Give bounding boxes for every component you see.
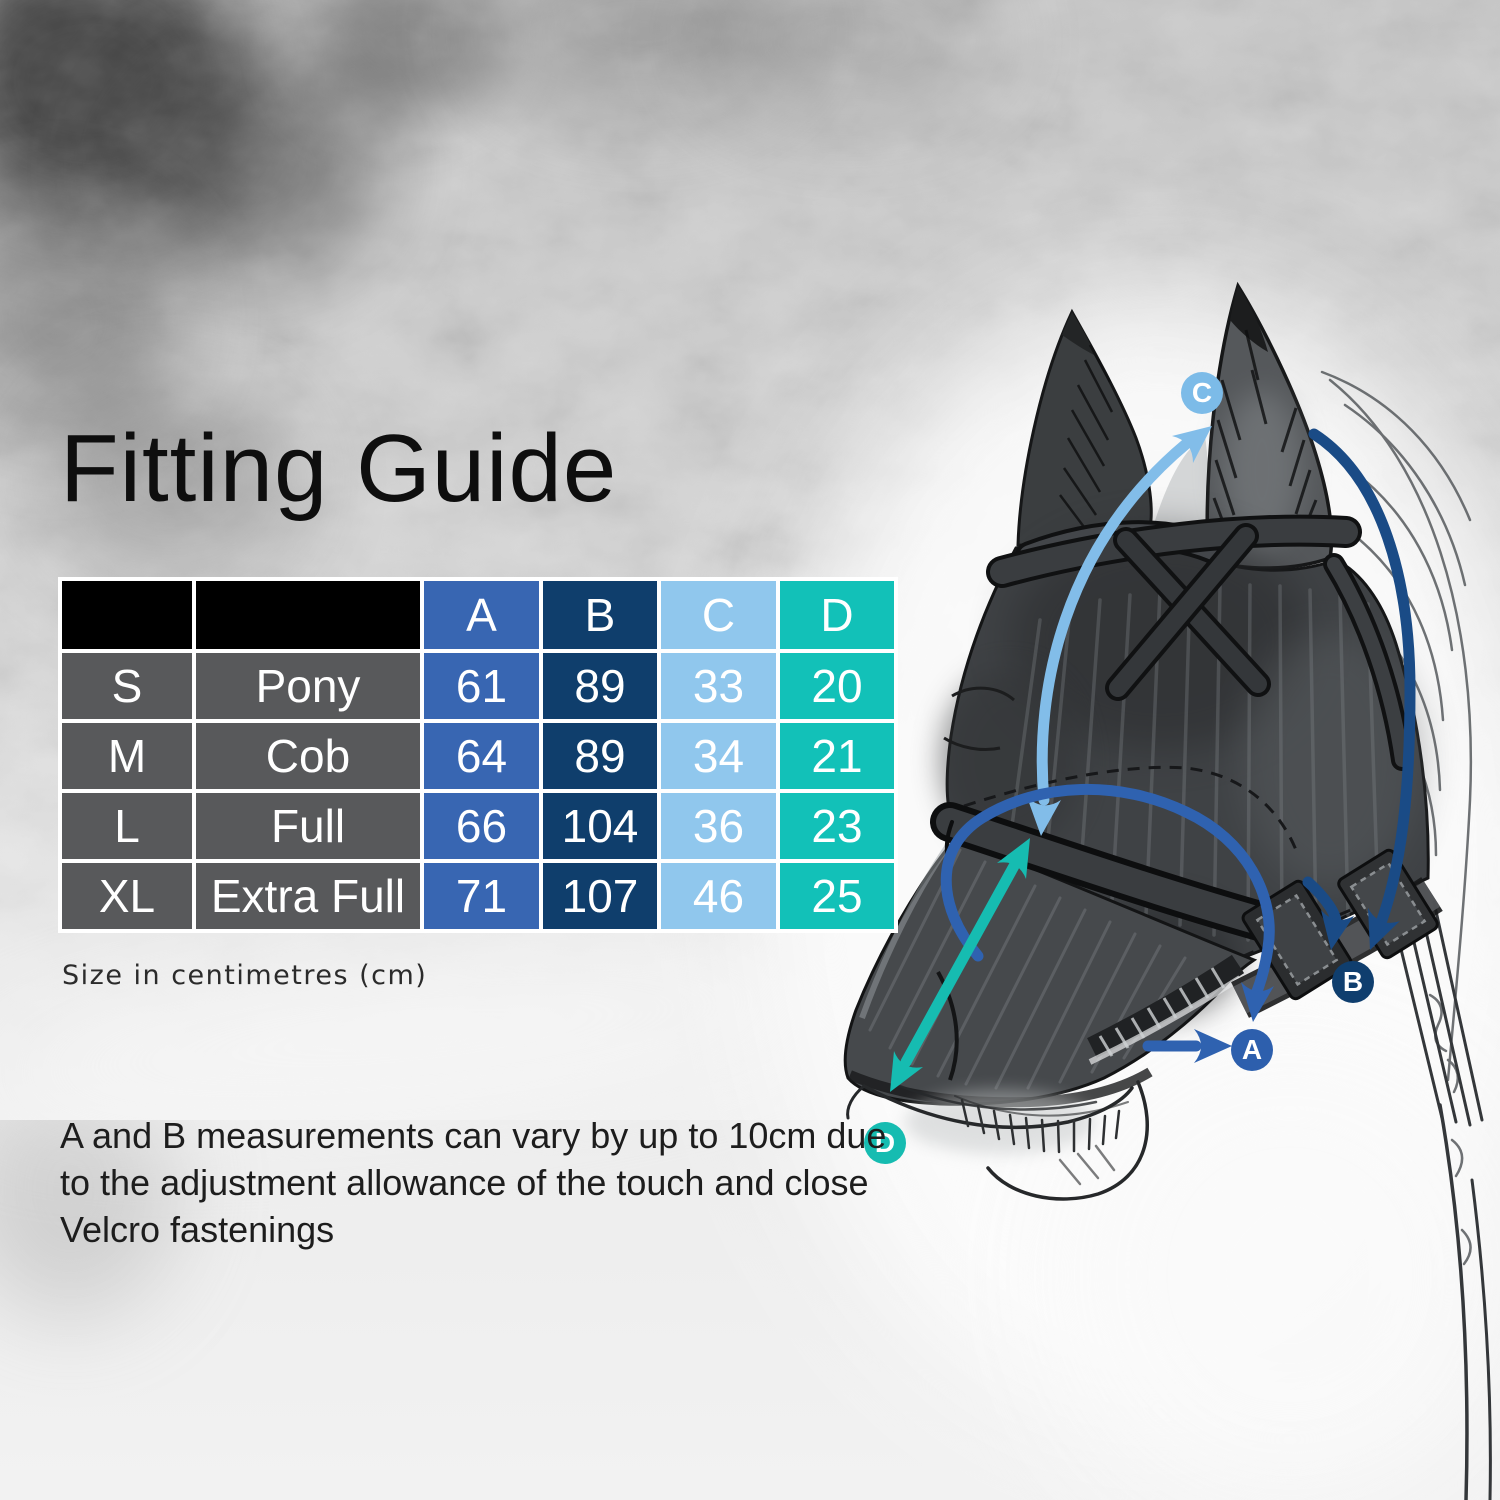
- measurement-arrow-d: [890, 838, 1030, 1092]
- value-cell-a: 66: [420, 789, 543, 863]
- pencil-shading: [1008, 583, 1380, 942]
- marker-b-label: B: [1342, 966, 1364, 997]
- size-table: A B C D S Pony 61 89 33 20 M Cob 64 89 3…: [58, 577, 898, 933]
- size-cell: L: [58, 789, 196, 863]
- table-row: XL Extra Full 71 107 46 25: [58, 859, 898, 933]
- value-cell-b: 89: [539, 719, 661, 793]
- marker-c: C: [1181, 372, 1223, 414]
- type-cell: Extra Full: [192, 859, 424, 933]
- value-cell-d: 20: [776, 649, 898, 723]
- right-ear: [1205, 281, 1334, 570]
- value-cell-a: 64: [420, 719, 543, 793]
- arrowhead: [1241, 982, 1274, 1022]
- value-cell-c: 36: [657, 789, 780, 863]
- measurement-arrow-c: [1027, 426, 1212, 836]
- mask-straps: [986, 514, 1413, 771]
- value-cell-c: 46: [657, 859, 780, 933]
- col-header-c: C: [657, 577, 780, 653]
- left-ear: [1016, 308, 1153, 548]
- arrowhead: [1321, 910, 1354, 950]
- unit-note: Size in centimetres (cm): [62, 960, 428, 991]
- measurement-arrow-a: [940, 783, 1275, 1063]
- size-cell: M: [58, 719, 196, 793]
- table-row: S Pony 61 89 33 20: [58, 649, 898, 723]
- type-cell: Full: [192, 789, 424, 863]
- marker-c-label: C: [1191, 377, 1213, 408]
- col-header-b: B: [539, 577, 661, 653]
- value-cell-c: 33: [657, 649, 780, 723]
- table-row: L Full 66 104 36 23: [58, 789, 898, 863]
- table-row: M Cob 64 89 34 21: [58, 719, 898, 793]
- arrowhead: [1027, 797, 1061, 836]
- marker-a-label: A: [1241, 1034, 1263, 1065]
- page-title: Fitting Guide: [60, 415, 618, 522]
- value-cell-a: 71: [420, 859, 543, 933]
- value-cell-b: 107: [539, 859, 661, 933]
- mouth-sketch: [846, 1080, 1150, 1201]
- value-cell-a: 61: [420, 649, 543, 723]
- eye-sketch: [943, 686, 1015, 752]
- marker-d-label: D: [874, 1127, 896, 1158]
- value-cell-b: 104: [539, 789, 661, 863]
- col-header-d: D: [776, 577, 898, 653]
- table-header-row: A B C D: [58, 577, 898, 653]
- value-cell-d: 21: [776, 719, 898, 793]
- corner-blank-cell: [192, 577, 424, 653]
- corner-blank-cell: [58, 577, 196, 653]
- type-cell: Cob: [192, 719, 424, 793]
- size-cell: XL: [58, 859, 196, 933]
- marker-a: A: [1231, 1029, 1273, 1071]
- value-cell-d: 25: [776, 859, 898, 933]
- col-header-a: A: [420, 577, 543, 653]
- size-cell: S: [58, 649, 196, 723]
- arrowhead: [1368, 908, 1400, 950]
- arrowhead: [1194, 1029, 1232, 1063]
- arrowhead: [890, 1051, 923, 1092]
- value-cell-d: 23: [776, 789, 898, 863]
- arrowhead: [997, 838, 1030, 879]
- value-cell-c: 34: [657, 719, 780, 793]
- measurement-arrow-b: [1302, 428, 1416, 950]
- adjustment-note: A and B measurements can vary by up to 1…: [60, 1115, 887, 1250]
- marker-b: B: [1332, 961, 1374, 1003]
- value-cell-b: 89: [539, 649, 661, 723]
- type-cell: Pony: [192, 649, 424, 723]
- neck-sketch: [1390, 900, 1492, 1500]
- marker-d: D: [864, 1122, 906, 1164]
- arrowhead: [1172, 426, 1212, 463]
- mask-bottom-edge: [1087, 954, 1245, 1065]
